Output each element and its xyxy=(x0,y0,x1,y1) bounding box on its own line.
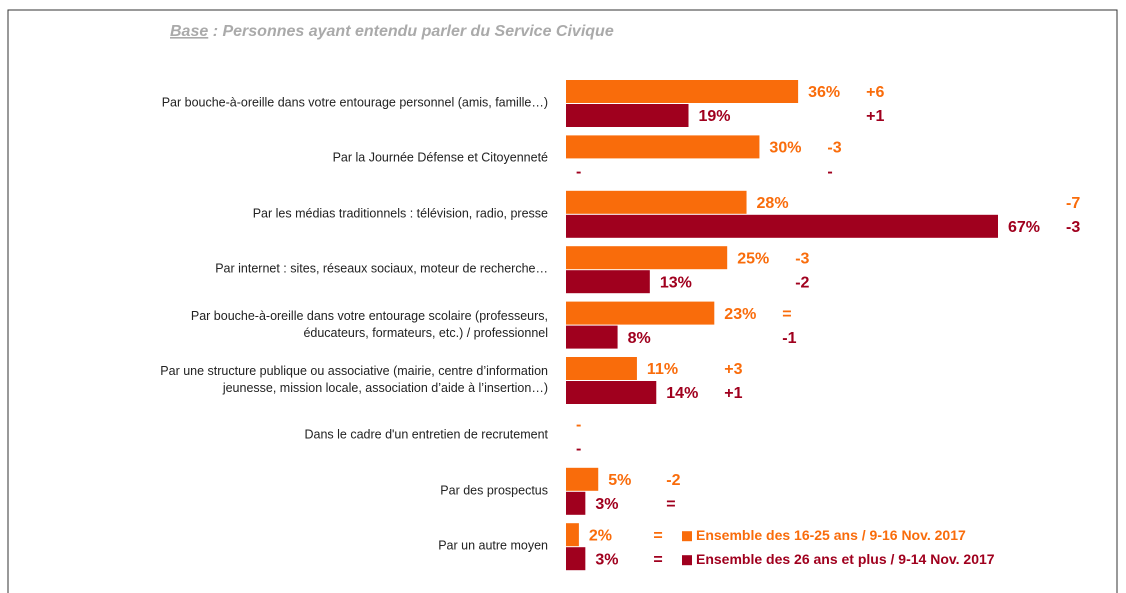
bar xyxy=(566,381,657,404)
category-label: Par bouche-à-oreille dans votre entourag… xyxy=(190,308,548,340)
change-label: = xyxy=(653,527,662,544)
change-label: +1 xyxy=(866,108,884,125)
value-label: 11% xyxy=(647,361,678,378)
legend-swatch xyxy=(682,555,692,566)
legend-label: Ensemble des 16-25 ans / 9-16 Nov. 2017 xyxy=(696,527,966,543)
change-label: = xyxy=(782,306,791,323)
change-label: -7 xyxy=(1066,195,1080,212)
change-label: - xyxy=(827,164,832,181)
change-label: = xyxy=(666,496,675,513)
value-label: 30% xyxy=(769,140,801,157)
bar xyxy=(566,135,760,159)
bar xyxy=(566,301,715,325)
bar xyxy=(566,547,586,571)
value-label: 13% xyxy=(660,274,692,291)
category-label: Par la Journée Défense et Citoyenneté xyxy=(332,150,548,165)
category-label: Par une structure publique ou associativ… xyxy=(160,364,548,395)
bar xyxy=(566,357,637,380)
change-label: +1 xyxy=(724,385,742,402)
bar xyxy=(566,214,998,238)
value-label: - xyxy=(576,417,581,434)
category-label: Dans le cadre d'un entretien de recrutem… xyxy=(304,427,549,442)
value-label: 25% xyxy=(737,250,769,267)
value-label: - xyxy=(576,441,581,458)
frame xyxy=(7,9,1118,593)
change-label: -3 xyxy=(795,250,809,267)
value-label: 28% xyxy=(757,195,789,212)
value-label: 3% xyxy=(595,496,618,513)
value-label: 3% xyxy=(595,551,618,568)
value-label: - xyxy=(576,164,581,181)
value-label: 67% xyxy=(1008,219,1040,236)
subtitle-base: Base xyxy=(170,23,208,40)
change-label: -2 xyxy=(795,274,809,291)
value-label: 2% xyxy=(589,527,612,544)
value-label: 5% xyxy=(608,472,631,489)
value-label: 36% xyxy=(808,84,840,101)
bar xyxy=(566,270,650,294)
category-label: Par des prospectus xyxy=(440,483,548,498)
bar xyxy=(566,246,728,270)
change-label: -3 xyxy=(1066,219,1080,236)
category-label: Par un autre moyen xyxy=(438,538,548,553)
change-label: -1 xyxy=(782,330,796,347)
change-label: = xyxy=(653,551,662,568)
value-label: 8% xyxy=(628,330,651,347)
category-label: Par internet : sites, réseaux sociaux, m… xyxy=(215,261,548,276)
bar xyxy=(566,104,689,127)
category-label: Par bouche-à-oreille dans votre entourag… xyxy=(161,95,548,110)
legend-swatch xyxy=(682,531,692,542)
value-label: 23% xyxy=(724,306,756,323)
value-label: 14% xyxy=(666,385,698,402)
bar xyxy=(566,80,799,103)
bar xyxy=(566,190,747,214)
change-label: +6 xyxy=(866,84,884,101)
change-label: -3 xyxy=(827,140,841,157)
category-label: Par les médias traditionnels : télévisio… xyxy=(252,206,548,221)
bar xyxy=(566,467,599,491)
subtitle-text: : Personnes ayant entendu parler du Serv… xyxy=(208,23,614,40)
bar xyxy=(566,523,579,547)
bar xyxy=(566,325,618,349)
subtitle: Base : Personnes ayant entendu parler du… xyxy=(170,23,614,40)
bar xyxy=(566,491,586,515)
change-label: +3 xyxy=(724,361,742,378)
legend-label: Ensemble des 26 ans et plus / 9-14 Nov. … xyxy=(696,551,995,567)
change-label: -2 xyxy=(666,472,680,489)
value-label: 19% xyxy=(699,108,731,125)
